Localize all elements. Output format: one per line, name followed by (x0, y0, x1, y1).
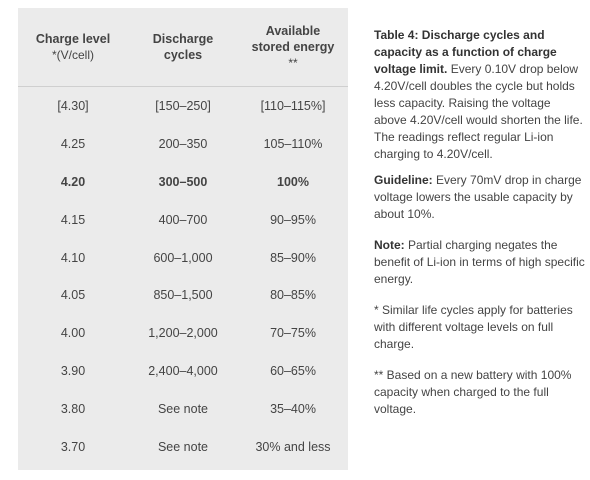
table-row: 4.10 600–1,000 85–90% (18, 240, 348, 278)
guideline-label: Guideline: (374, 173, 433, 187)
header-energy-line2: stored energy (251, 40, 335, 54)
header-charge-level: Charge level *(V/cell) (18, 8, 128, 86)
table-body: [4.30] [150–250] [110–115%] 4.25 200–350 105–… (18, 88, 348, 467)
table-row: 3.70 See note 30% and less (18, 429, 348, 467)
cell-available-energy: 30% and less (255, 440, 331, 455)
charge-table: Charge level *(V/cell) Discharge cycles … (18, 8, 348, 470)
cell-charge-level: 4.15 (60, 212, 86, 227)
cell-charge-level: 3.70 (60, 440, 86, 455)
header-energy-line1: Available (265, 24, 321, 38)
table-row: 4.20 300–500 100% (18, 164, 348, 202)
cell-discharge-cycles: See note (157, 402, 209, 417)
note-label: Note: (374, 238, 405, 252)
cell-available-energy: 70–75% (270, 326, 316, 341)
header-energy-footnote: ** (288, 56, 298, 70)
note-text: Partial charging negates the benefit of … (374, 238, 585, 286)
note-paragraph: Note: Partial charging negates the benef… (374, 237, 586, 288)
cell-available-energy: 85–90% (270, 250, 316, 265)
guideline-text: Every 70mV drop in charge voltage lowers… (374, 173, 582, 221)
cell-charge-level: 4.05 (60, 288, 86, 303)
header-available-energy: Available stored energy ** (238, 8, 348, 86)
header-discharge-line1: Discharge (152, 32, 214, 46)
caption-title: Table 4: Discharge cycles and capacity a… (374, 28, 557, 76)
cell-discharge-cycles: 300–500 (158, 174, 208, 189)
table-row: [4.30] [150–250] [110–115%] (18, 88, 348, 126)
cell-available-energy: 90–95% (270, 212, 316, 227)
caption-body: Every 0.10V drop below 4.20V/cell double… (374, 62, 583, 161)
cell-charge-level: 4.20 (60, 174, 86, 189)
header-charge-level-unit: *(V/cell) (51, 48, 94, 62)
cell-charge-level: 3.80 (60, 402, 86, 417)
cell-charge-level: [4.30] (57, 99, 89, 113)
table-row: 4.05 850–1,500 80–85% (18, 277, 348, 315)
table-header: Charge level *(V/cell) Discharge cycles … (18, 8, 348, 87)
cell-charge-level: 3.90 (60, 364, 86, 379)
cell-charge-level: 4.10 (60, 250, 86, 265)
cell-discharge-cycles: 200–350 (158, 136, 208, 151)
cell-discharge-cycles: [150–250] (155, 99, 211, 113)
cell-discharge-cycles: 1,200–2,000 (148, 326, 218, 341)
cell-available-energy: 100% (277, 174, 309, 189)
table-row: 4.15 400–700 90–95% (18, 202, 348, 240)
cell-discharge-cycles: 600–1,000 (153, 250, 213, 265)
header-discharge-cycles: Discharge cycles (128, 8, 238, 86)
cell-available-energy: 35–40% (270, 402, 316, 417)
caption-paragraph: Table 4: Discharge cycles and capacity a… (374, 27, 586, 163)
cell-available-energy: 80–85% (270, 288, 316, 303)
table-row: 4.25 200–350 105–110% (18, 126, 348, 164)
table-caption: Table 4: Discharge cycles and capacity a… (374, 27, 586, 427)
header-discharge-line2: cycles (163, 48, 203, 62)
table-row: 3.80 See note 35–40% (18, 391, 348, 429)
cell-discharge-cycles: 2,400–4,000 (148, 364, 218, 379)
guideline-paragraph: Guideline: Every 70mV drop in charge vol… (374, 172, 586, 223)
cell-available-energy: 60–65% (270, 364, 316, 379)
cell-discharge-cycles: 850–1,500 (153, 288, 213, 303)
cell-charge-level: 4.00 (60, 326, 86, 341)
cell-available-energy: [110–115%] (260, 99, 326, 113)
cell-discharge-cycles: 400–700 (158, 212, 208, 227)
cell-discharge-cycles: See note (157, 440, 209, 455)
footnote-single-asterisk: * Similar life cycles apply for batterie… (374, 303, 573, 351)
footnote-double-asterisk: ** Based on a new battery with 100% capa… (374, 368, 572, 416)
cell-available-energy: 105–110% (263, 136, 323, 151)
cell-charge-level: 4.25 (60, 136, 86, 151)
header-charge-level-title: Charge level (35, 32, 111, 46)
table-row: 3.90 2,400–4,000 60–65% (18, 353, 348, 391)
table-row: 4.00 1,200–2,000 70–75% (18, 315, 348, 353)
